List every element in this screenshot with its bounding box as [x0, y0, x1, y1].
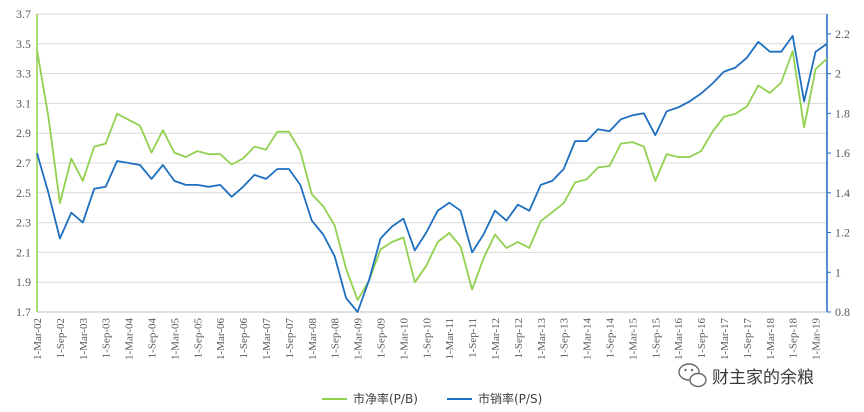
x-tick-label: 1-Sep-09	[375, 318, 387, 359]
x-tick-label: 1-Mar-10	[398, 318, 410, 360]
y-left-tick-label: 2.5	[16, 186, 31, 200]
x-tick-label: 1-Sep-12	[513, 318, 525, 358]
y-right-tick-label: 0.8	[835, 305, 850, 319]
x-tick-label: 1-Mar-12	[490, 318, 502, 360]
x-tick-label: 1-Mar-02	[32, 318, 44, 360]
x-tick-labels: 1-Mar-02 1-Sep-02 1-Mar-03 1-Sep-03 1-Mar-04…	[32, 318, 823, 360]
left-y-tick-labels: 1.7 1.9 2.1 2.3 2.5 2.7 2.9 3.1 3.3 3.5 3.7	[16, 7, 31, 319]
y-right-tick-label: 1.8	[835, 106, 850, 120]
right-y-tick-labels: 0.8 1 1.2 1.4 1.6 1.8 2 2.2	[827, 27, 850, 319]
x-tick-label: 1-Mar-19	[811, 318, 823, 360]
y-left-tick-label: 1.9	[16, 275, 31, 289]
y-left-tick-label: 3.7	[16, 7, 31, 21]
x-tick-label: 1-Mar-17	[719, 318, 731, 360]
x-tick-label: 1-Sep-08	[330, 318, 342, 359]
x-tick-label: 1-Sep-06	[238, 318, 250, 359]
y-left-tick-label: 2.3	[16, 216, 31, 230]
watermark-text: 财主家的余粮	[712, 368, 814, 388]
y-left-tick-label: 3.1	[16, 96, 31, 110]
x-tick-label: 1-Mar-14	[582, 318, 594, 360]
y-left-tick-label: 2.7	[16, 156, 31, 170]
y-left-tick-label: 3.3	[16, 67, 31, 81]
y-right-tick-label: 1.2	[835, 226, 850, 240]
x-tick-label: 1-Mar-11	[444, 318, 456, 360]
x-tick-label: 1-Mar-04	[124, 318, 136, 360]
axes	[36, 14, 828, 313]
x-tick-label: 1-Mar-03	[78, 318, 90, 360]
gridlines	[37, 13, 827, 283]
x-tick-label: 1-Mar-09	[353, 318, 365, 360]
x-tick-label: 1-Sep-17	[742, 318, 754, 359]
x-tick-label: 1-Sep-04	[146, 318, 158, 359]
x-tick-label: 1-Sep-10	[421, 318, 433, 359]
x-tick-label: 1-Sep-18	[788, 318, 800, 359]
x-tick-label: 1-Sep-03	[101, 318, 113, 359]
x-tick-label: 1-Sep-14	[604, 318, 616, 359]
x-tick-label: 1-Mar-13	[536, 318, 548, 360]
x-tick-label: 1-Mar-15	[627, 318, 639, 360]
series-lines	[36, 35, 828, 313]
watermark: 财主家的余粮	[678, 363, 814, 388]
y-right-tick-label: 1.4	[835, 186, 850, 200]
x-tick-label: 1-Mar-16	[673, 318, 685, 360]
wechat-icon	[678, 363, 707, 388]
y-right-tick-label: 1.6	[835, 146, 850, 160]
y-right-tick-label: 2	[835, 67, 841, 81]
y-left-tick-label: 1.7	[16, 305, 31, 319]
x-tick-label: 1-Mar-06	[215, 318, 227, 360]
legend-label-ps: 市销率(P/S)	[478, 391, 542, 406]
x-tick-label: 1-Sep-16	[696, 318, 708, 359]
legend: 市净率(P/B) 市销率(P/S)	[322, 391, 542, 406]
x-tick-label: 1-Sep-15	[650, 318, 662, 359]
series-line-ps	[36, 35, 828, 313]
x-tick-label: 1-Mar-08	[307, 318, 319, 360]
x-tick-label: 1-Sep-05	[192, 318, 204, 359]
y-left-tick-label: 2.9	[16, 126, 31, 140]
x-tick-label: 1-Sep-02	[55, 318, 67, 358]
y-right-tick-label: 1	[835, 265, 841, 279]
x-tick-label: 1-Sep-07	[284, 318, 296, 359]
y-left-tick-label: 2.1	[16, 245, 31, 259]
series-line-pb	[36, 49, 828, 302]
x-tick-label: 1-Sep-11	[467, 318, 479, 358]
x-tick-label: 1-Mar-05	[169, 318, 181, 360]
x-tick-label: 1-Sep-13	[559, 318, 571, 359]
y-left-tick-label: 3.5	[16, 37, 31, 51]
y-right-tick-label: 2.2	[835, 27, 850, 41]
x-tick-label: 1-Mar-07	[261, 318, 273, 360]
x-tick-label: 1-Mar-18	[765, 318, 777, 360]
legend-label-pb: 市净率(P/B)	[353, 391, 418, 406]
